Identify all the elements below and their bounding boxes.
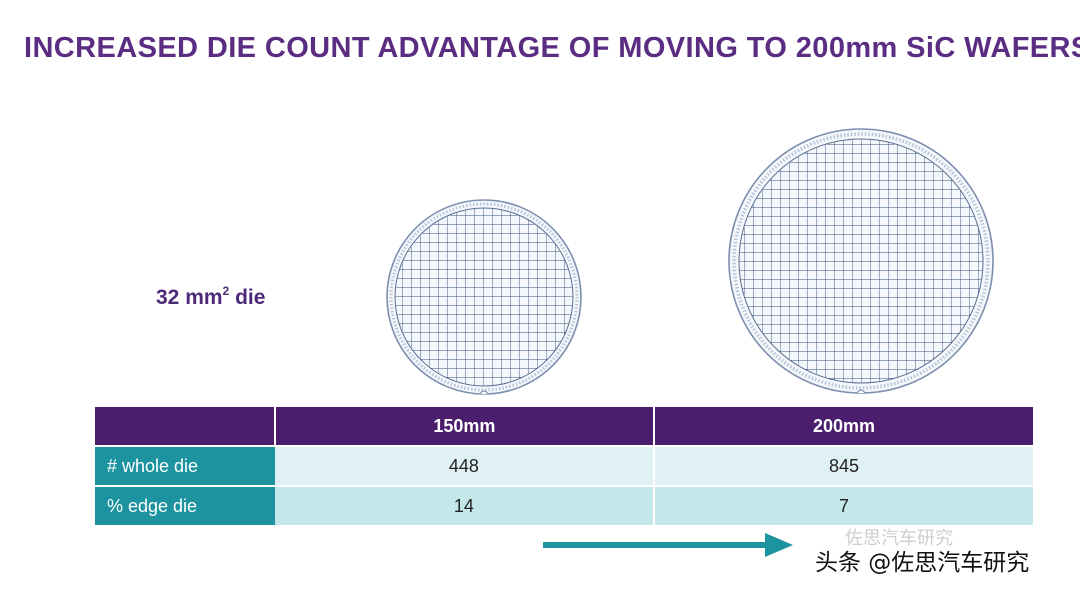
table-header-row: 150mm 200mm	[95, 407, 1033, 446]
wafer-200mm-graphic	[728, 128, 994, 394]
table-header-200mm: 200mm	[653, 407, 1033, 446]
table-header-empty	[95, 407, 276, 446]
watermark-faint-text: 佐思汽车研究	[845, 528, 953, 549]
die-size-exponent: 2	[222, 284, 230, 298]
wafer-150mm-graphic	[386, 199, 582, 395]
watermark-text: 头条 @佐思汽车研究	[815, 550, 1030, 576]
row-label-whole-die: # whole die	[95, 445, 275, 486]
die-size-value: 32 mm	[156, 286, 223, 309]
table-header-150mm: 150mm	[274, 407, 655, 446]
die-size-label: 32 mm2 die	[156, 284, 265, 310]
table-row-whole-die: # whole die 448 845	[95, 445, 1033, 486]
slide-title: INCREASED DIE COUNT ADVANTAGE OF MOVING …	[24, 32, 1080, 64]
cell-edge-die-150mm: 14	[274, 485, 655, 525]
die-size-unit: die	[229, 286, 266, 309]
cell-edge-die-200mm: 7	[653, 485, 1033, 525]
table-row-edge-die: % edge die 14 7	[95, 485, 1033, 525]
die-count-table: 150mm 200mm # whole die 448 845 % edge d…	[95, 407, 1033, 525]
cell-whole-die-200mm: 845	[653, 445, 1033, 486]
right-arrow-icon	[543, 533, 793, 557]
row-label-edge-die: % edge die	[95, 485, 275, 525]
cell-whole-die-150mm: 448	[274, 445, 655, 486]
